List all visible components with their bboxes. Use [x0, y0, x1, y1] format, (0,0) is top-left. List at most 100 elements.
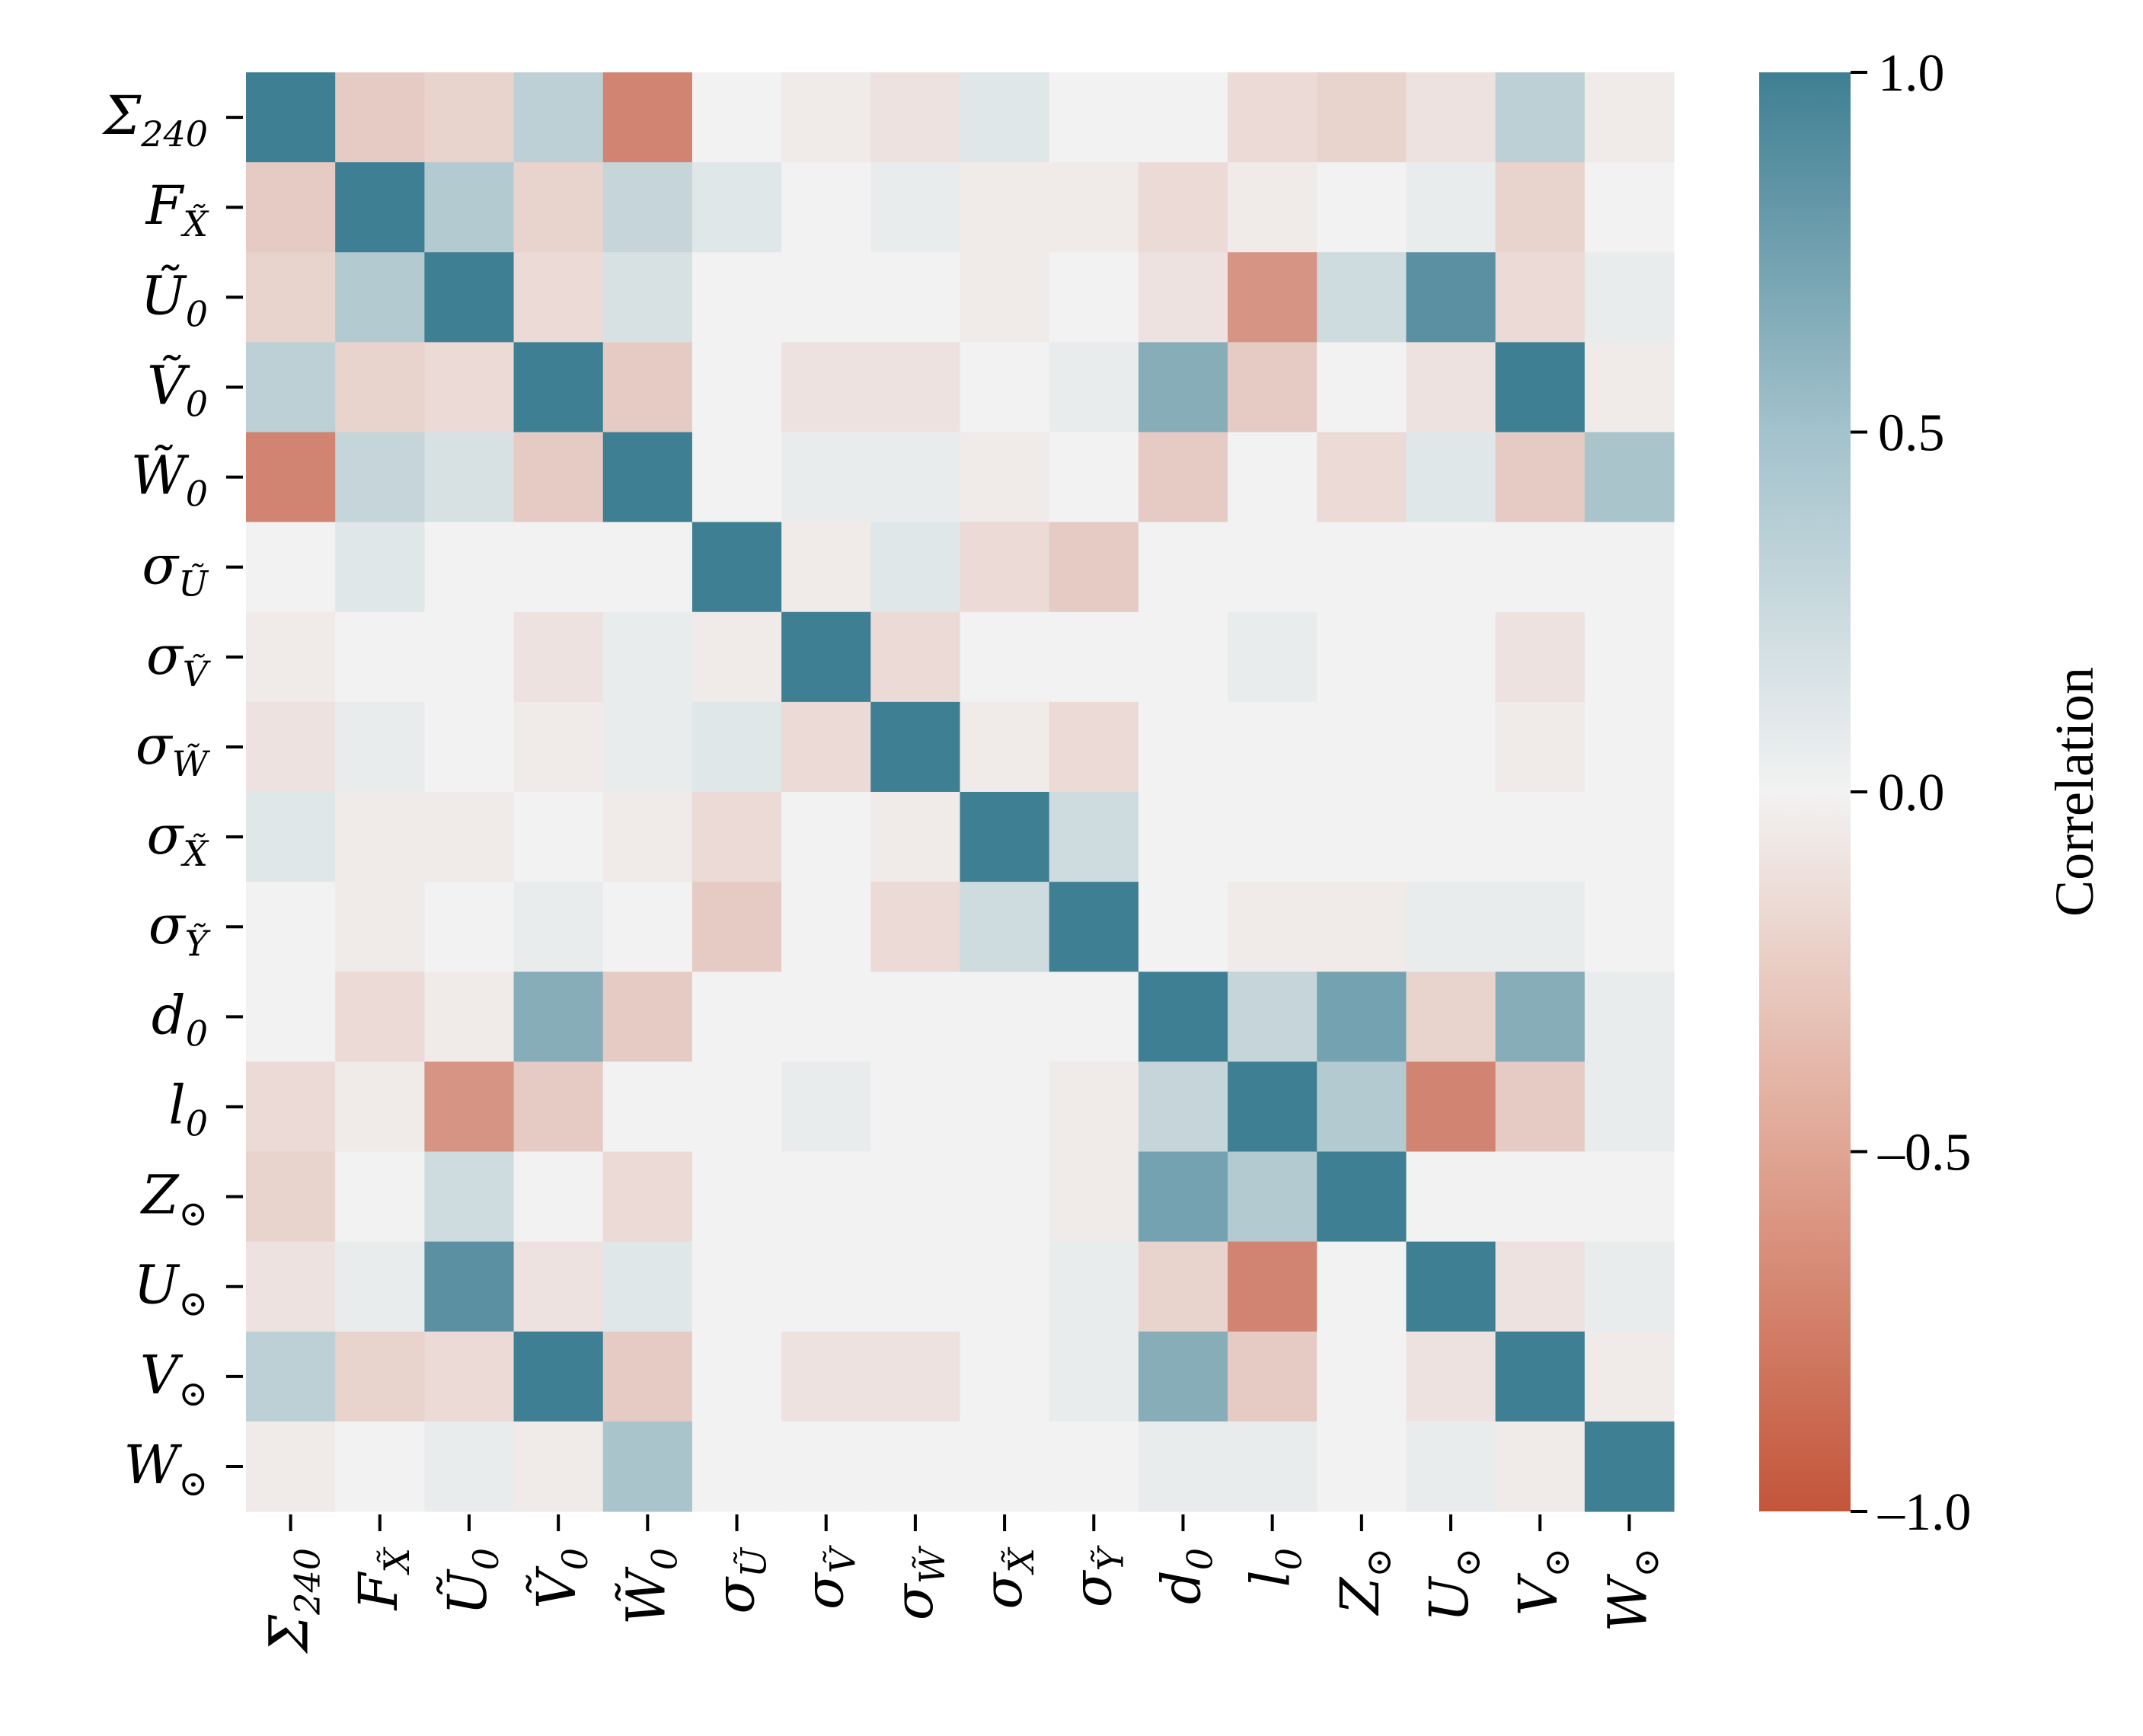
- y-tick-label: Ũ0: [141, 264, 208, 334]
- heatmap-cell: [1317, 1241, 1407, 1332]
- heatmap-cell: [335, 1331, 425, 1422]
- heatmap-cell: [602, 1331, 693, 1422]
- x-tick-label: σX̃: [972, 1546, 1042, 1610]
- heatmap-cell: [335, 1151, 425, 1243]
- heatmap-cell: [1317, 1331, 1407, 1422]
- heatmap-cell: [960, 882, 1050, 972]
- heatmap-cell: [691, 1151, 782, 1243]
- heatmap-cell: [424, 1151, 515, 1243]
- heatmap-cell: [1406, 72, 1496, 163]
- heatmap-cell: [1138, 701, 1228, 793]
- heatmap-cell: [246, 522, 336, 613]
- heatmap-cell: [691, 972, 782, 1062]
- heatmap-cell: [1049, 1241, 1139, 1332]
- heatmap-cell: [1495, 701, 1586, 793]
- heatmap-cell: [424, 972, 515, 1062]
- heatmap-cell: [335, 432, 425, 523]
- heatmap-cell: [246, 1151, 336, 1243]
- heatmap-cell: [1317, 1151, 1407, 1243]
- heatmap-cell: [246, 611, 336, 703]
- heatmap-cell: [1495, 432, 1586, 523]
- x-tick-label: Ũ0: [436, 1548, 506, 1615]
- heatmap-cell: [1406, 252, 1496, 343]
- heatmap-cell: [691, 1061, 782, 1153]
- heatmap-cell: [1317, 72, 1407, 163]
- colorbar-tick-label: 1.0: [1878, 44, 1945, 103]
- heatmap-cell: [1228, 1151, 1317, 1243]
- x-tick-label: σỸ: [1061, 1544, 1131, 1607]
- heatmap-cell: [1495, 1241, 1586, 1332]
- colorbar-title: Correlation: [2044, 667, 2105, 917]
- heatmap-cell: [1049, 882, 1139, 972]
- heatmap-cell: [781, 162, 871, 253]
- heatmap-cell: [1049, 1421, 1139, 1512]
- heatmap-cell: [1049, 252, 1139, 343]
- heatmap-cell: [424, 611, 515, 703]
- heatmap-cell: [1228, 162, 1317, 253]
- heatmap-cell: [1228, 252, 1317, 343]
- heatmap-cell: [1049, 611, 1139, 703]
- heatmap-cell: [1049, 522, 1139, 613]
- heatmap-cell: [1317, 611, 1407, 703]
- x-tick-label: V⊙: [1507, 1548, 1577, 1616]
- heatmap-cell: [870, 1151, 961, 1243]
- heatmap-cell: [513, 1331, 604, 1422]
- heatmap-cell: [1317, 1061, 1407, 1153]
- heatmap-cell: [1584, 1331, 1675, 1422]
- heatmap-cell: [691, 792, 782, 882]
- heatmap-cell: [1584, 162, 1675, 253]
- heatmap-cell: [960, 972, 1050, 1062]
- x-tick-label: σW̃: [883, 1545, 953, 1620]
- heatmap-cell: [960, 1241, 1050, 1332]
- heatmap-cell: [1495, 72, 1586, 163]
- heatmap-cell: [246, 1241, 336, 1332]
- heatmap-cell: [1495, 611, 1586, 703]
- heatmap-cell: [602, 522, 693, 613]
- heatmap-cell: [691, 252, 782, 343]
- heatmap-cell: [424, 792, 515, 882]
- heatmap-cell: [960, 522, 1050, 613]
- heatmap-cell: [1049, 162, 1139, 253]
- heatmap-cell: [870, 1241, 961, 1332]
- heatmap-cell: [1584, 522, 1675, 613]
- heatmap-cell: [1317, 252, 1407, 343]
- y-tick-label: Z⊙: [140, 1164, 208, 1234]
- heatmap-cell: [870, 252, 961, 343]
- heatmap-cell: [870, 792, 961, 882]
- heatmap-cell: [335, 792, 425, 882]
- heatmap-cell: [691, 522, 782, 613]
- x-tick-label: U⊙: [1418, 1548, 1488, 1623]
- heatmap-cell: [1138, 432, 1228, 523]
- heatmap-cell: [602, 162, 693, 253]
- heatmap-cell: [781, 342, 871, 433]
- heatmap-cell: [870, 1421, 961, 1512]
- heatmap-cell: [781, 252, 871, 343]
- heatmap-cell: [1584, 72, 1675, 163]
- heatmap-cell: [1317, 882, 1407, 972]
- heatmap-cell: [1495, 1151, 1586, 1243]
- heatmap-cell: [1584, 1061, 1675, 1153]
- heatmap-cell: [1584, 611, 1675, 703]
- heatmap-cell: [424, 522, 515, 613]
- colorbar-tick-label: 0.0: [1878, 764, 1945, 822]
- y-tick-label: σX̃: [146, 804, 209, 874]
- heatmap-cell: [1584, 432, 1675, 523]
- heatmap-cell: [1049, 792, 1139, 882]
- heatmap-cell: [513, 611, 604, 703]
- heatmap-cell: [781, 701, 871, 793]
- heatmap-cell: [1228, 972, 1317, 1062]
- heatmap-cell: [246, 701, 336, 793]
- heatmap-cell: [870, 611, 961, 703]
- heatmap-cell: [602, 432, 693, 523]
- heatmap-cell: [960, 701, 1050, 793]
- heatmap-cell: [1584, 1241, 1675, 1332]
- heatmap-cell: [1406, 1061, 1496, 1153]
- heatmap-cell: [1138, 342, 1228, 433]
- heatmap-cell: [424, 1331, 515, 1422]
- heatmap-cell: [1406, 1421, 1496, 1512]
- heatmap-cell: [424, 1061, 515, 1153]
- heatmap-cell: [1584, 792, 1675, 882]
- y-tick-label: U⊙: [133, 1254, 208, 1324]
- y-tick-label: V⊙: [140, 1344, 208, 1414]
- heatmap-cell: [1406, 972, 1496, 1062]
